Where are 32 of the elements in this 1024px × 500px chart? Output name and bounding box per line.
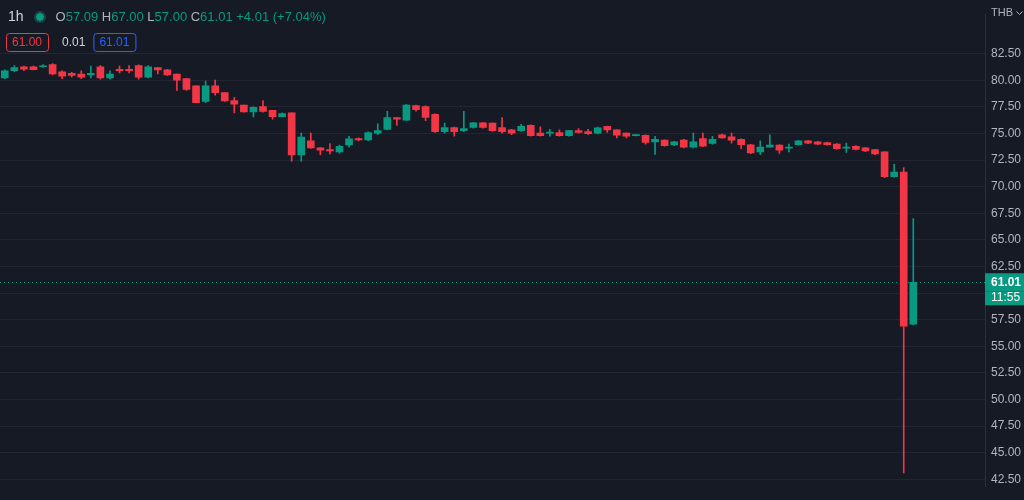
annotation: 11:55 [991, 289, 1021, 304]
y-tick-label: 77.50 [991, 99, 1022, 114]
candlestick [125, 65, 133, 74]
candlestick [326, 143, 334, 155]
y-axis-title: THB [991, 6, 1013, 19]
y-tick-label: 50.00 [991, 391, 1022, 406]
annotation: 61.00 [12, 35, 43, 50]
y-tick-label: 42.50 [991, 471, 1022, 486]
y-tick-label: 82.50 [991, 45, 1022, 60]
annotation: 0.01 [62, 35, 86, 50]
candlestick [651, 135, 659, 155]
candlestick [393, 117, 401, 126]
y-tick-label: 45.00 [991, 445, 1022, 460]
candlestick [766, 134, 774, 148]
y-tick-label: 80.00 [991, 72, 1022, 87]
chart-title: 1h [8, 7, 24, 24]
candlestick [373, 123, 382, 135]
y-tick-label: 57.50 [991, 312, 1022, 327]
chart-subtitle: O57.09 H67.00 L57.00 C61.01 +4.01 (+7.04%) [55, 8, 326, 24]
y-tick-label: 70.00 [991, 178, 1022, 193]
y-tick-label: 62.50 [991, 258, 1022, 273]
ref-line-label: 61.01 [991, 274, 1022, 289]
y-tick-label: 47.50 [991, 418, 1022, 433]
candlestick [87, 65, 95, 79]
y-tick-label: 52.50 [991, 365, 1022, 380]
y-tick-label: 75.00 [991, 125, 1022, 140]
y-tick-label: 67.50 [991, 205, 1022, 220]
y-tick-label: 72.50 [991, 152, 1022, 167]
y-tick-label: 65.00 [991, 232, 1022, 247]
candlestick [459, 111, 468, 132]
y-tick-label: 55.00 [991, 338, 1022, 353]
annotation: 61.01 [99, 35, 130, 50]
